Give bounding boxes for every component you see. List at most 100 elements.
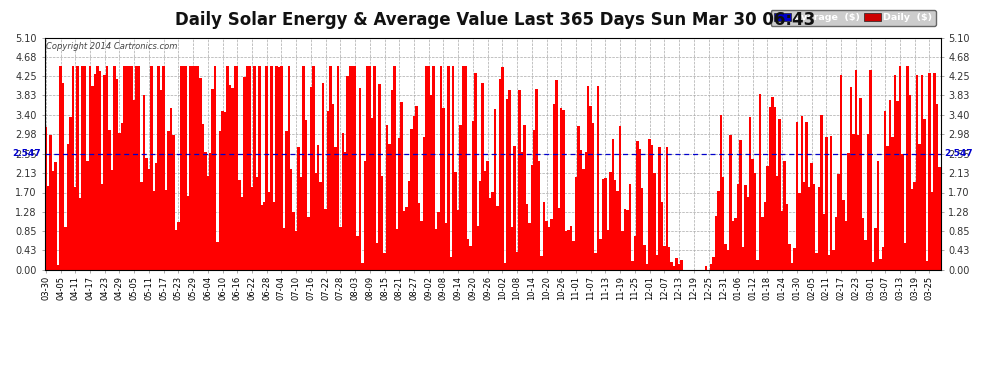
- Bar: [776, 176, 778, 270]
- Bar: [884, 111, 886, 270]
- Bar: [330, 66, 332, 270]
- Bar: [857, 135, 859, 270]
- Bar: [307, 217, 310, 270]
- Bar: [197, 66, 199, 270]
- Bar: [265, 66, 268, 270]
- Bar: [840, 75, 842, 270]
- Bar: [403, 211, 405, 270]
- Text: Daily Solar Energy & Average Value Last 365 Days Sun Mar 30 06:43: Daily Solar Energy & Average Value Last …: [175, 11, 815, 29]
- Bar: [889, 100, 891, 270]
- Bar: [368, 66, 371, 270]
- Bar: [710, 264, 712, 270]
- Bar: [665, 147, 668, 270]
- Bar: [545, 220, 547, 270]
- Bar: [705, 266, 707, 270]
- Legend: Average  ($), Daily  ($): Average ($), Daily ($): [770, 10, 936, 26]
- Bar: [481, 83, 484, 270]
- Bar: [811, 163, 813, 270]
- Bar: [599, 239, 602, 270]
- Bar: [101, 184, 104, 270]
- Bar: [340, 227, 342, 270]
- Bar: [484, 171, 486, 270]
- Bar: [673, 266, 675, 270]
- Bar: [133, 100, 136, 270]
- Bar: [717, 191, 720, 270]
- Bar: [580, 150, 582, 270]
- Bar: [854, 70, 857, 270]
- Bar: [886, 146, 889, 270]
- Bar: [867, 134, 869, 270]
- Bar: [452, 66, 454, 270]
- Bar: [560, 108, 562, 270]
- Bar: [332, 104, 335, 270]
- Bar: [121, 123, 123, 270]
- Bar: [730, 135, 732, 270]
- Bar: [768, 107, 771, 270]
- Bar: [862, 218, 864, 270]
- Bar: [759, 94, 761, 270]
- Bar: [162, 66, 164, 270]
- Bar: [146, 158, 148, 270]
- Bar: [592, 123, 594, 270]
- Bar: [376, 243, 378, 270]
- Bar: [290, 169, 292, 270]
- Bar: [742, 247, 744, 270]
- Bar: [435, 229, 438, 270]
- Bar: [896, 101, 899, 270]
- Bar: [469, 246, 471, 270]
- Bar: [118, 133, 121, 270]
- Bar: [617, 191, 619, 270]
- Bar: [844, 220, 847, 270]
- Bar: [712, 257, 715, 270]
- Bar: [396, 229, 398, 270]
- Bar: [577, 126, 580, 270]
- Bar: [801, 116, 803, 270]
- Bar: [131, 66, 133, 270]
- Bar: [479, 181, 481, 270]
- Bar: [464, 66, 466, 270]
- Bar: [89, 66, 91, 270]
- Bar: [653, 173, 655, 270]
- Bar: [899, 66, 901, 270]
- Bar: [602, 180, 604, 270]
- Bar: [344, 152, 346, 270]
- Bar: [204, 152, 207, 270]
- Bar: [607, 231, 609, 270]
- Bar: [443, 108, 445, 270]
- Bar: [924, 119, 926, 270]
- Bar: [796, 122, 798, 270]
- Bar: [383, 254, 386, 270]
- Bar: [270, 66, 273, 270]
- Bar: [381, 176, 383, 270]
- Bar: [754, 173, 756, 270]
- Bar: [552, 104, 555, 270]
- Bar: [594, 254, 597, 270]
- Bar: [433, 66, 435, 270]
- Bar: [79, 198, 81, 270]
- Bar: [420, 221, 423, 270]
- Bar: [823, 214, 825, 270]
- Bar: [104, 75, 106, 270]
- Bar: [604, 178, 607, 270]
- Bar: [388, 144, 391, 270]
- Bar: [386, 125, 388, 270]
- Bar: [69, 117, 71, 270]
- Bar: [278, 67, 280, 270]
- Bar: [629, 184, 632, 270]
- Bar: [543, 201, 545, 270]
- Bar: [239, 180, 241, 270]
- Bar: [459, 125, 462, 270]
- Bar: [655, 255, 658, 270]
- Bar: [179, 66, 182, 270]
- Bar: [904, 243, 906, 270]
- Bar: [869, 70, 872, 270]
- Bar: [199, 78, 202, 270]
- Bar: [637, 141, 639, 270]
- Bar: [138, 66, 141, 270]
- Bar: [462, 66, 464, 270]
- Bar: [241, 196, 244, 270]
- Bar: [167, 131, 169, 270]
- Bar: [366, 66, 368, 270]
- Bar: [833, 250, 835, 270]
- Bar: [111, 170, 113, 270]
